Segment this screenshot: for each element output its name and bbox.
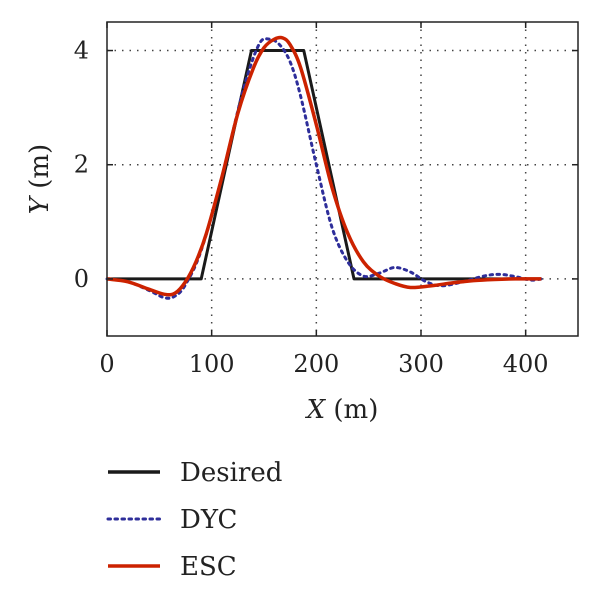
- y-tick-label: 4: [74, 37, 89, 65]
- series-layer: [105, 35, 543, 300]
- x-axis-var: X: [305, 395, 327, 425]
- y-tick-label: 0: [74, 265, 89, 293]
- series-line-esc: [106, 35, 542, 297]
- x-tick-label: 200: [293, 350, 339, 378]
- series-line-desired: [107, 49, 542, 281]
- y-axis-unit: (m): [25, 144, 55, 197]
- x-axis-label: X (m): [305, 395, 379, 425]
- series-line-dyc: [105, 37, 543, 300]
- y-axis-var: Y: [25, 194, 55, 214]
- x-axis-unit: (m): [325, 395, 378, 425]
- legend-label-esc: ESC: [180, 552, 237, 582]
- axis-ticks: 0 100 200 300 400 0 2 4: [74, 22, 578, 378]
- plot-frame: [106, 21, 579, 337]
- legend: Desired DYC ESC: [106, 458, 282, 582]
- x-tick-label: 300: [398, 350, 444, 378]
- legend-label-dyc: DYC: [180, 505, 237, 535]
- x-tick-label: 0: [99, 350, 114, 378]
- y-axis-label: Y (m): [25, 144, 55, 214]
- x-tick-label: 100: [189, 350, 235, 378]
- legend-label-desired: Desired: [180, 458, 282, 488]
- x-tick-label: 400: [503, 350, 549, 378]
- y-tick-label: 2: [74, 151, 89, 179]
